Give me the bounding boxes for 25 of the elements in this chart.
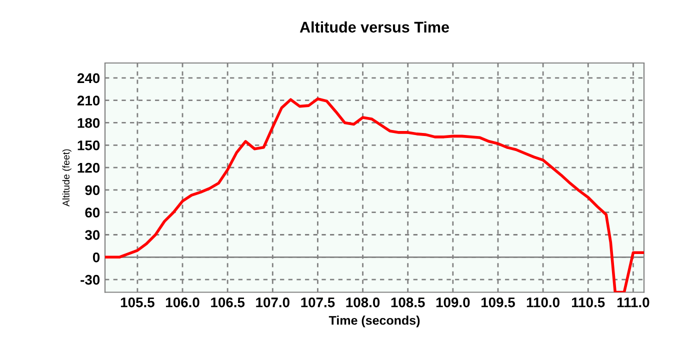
x-tick-label: 110.0: [526, 297, 560, 308]
y-tick-label: -30: [80, 274, 100, 285]
y-tick-label: 180: [78, 118, 100, 128]
x-tick-label: 107.0: [256, 297, 290, 308]
x-tick-label: 106.0: [166, 297, 200, 308]
y-tick-label: 240: [77, 73, 100, 84]
x-tick-label: 106.5: [211, 297, 245, 308]
y-tick-label: 120: [78, 162, 100, 173]
chart-title: Altitude versus Time: [300, 21, 449, 33]
x-tick-label: 110.5: [572, 297, 605, 308]
y-tick-label: 210: [77, 96, 100, 106]
y-tick-label: 0: [92, 252, 100, 262]
y-tick-label: 90: [85, 185, 100, 196]
x-tick-label: 108.0: [346, 297, 380, 308]
x-tick-label: 108.5: [391, 297, 425, 308]
x-tick-label: 105.5: [120, 297, 154, 308]
y-tick-label: 150: [78, 140, 100, 150]
y-tick-label: 30: [85, 230, 100, 240]
x-tick-label: 107.5: [301, 297, 335, 308]
y-tick-label: 60: [85, 208, 100, 218]
x-tick-label: 109.5: [481, 297, 515, 308]
x-tick-label: 111.0: [617, 297, 650, 308]
x-axis-title: Time (seconds): [328, 316, 420, 328]
y-axis-title: Altitude (feet): [62, 149, 72, 207]
x-tick-label: 109.0: [436, 297, 470, 308]
